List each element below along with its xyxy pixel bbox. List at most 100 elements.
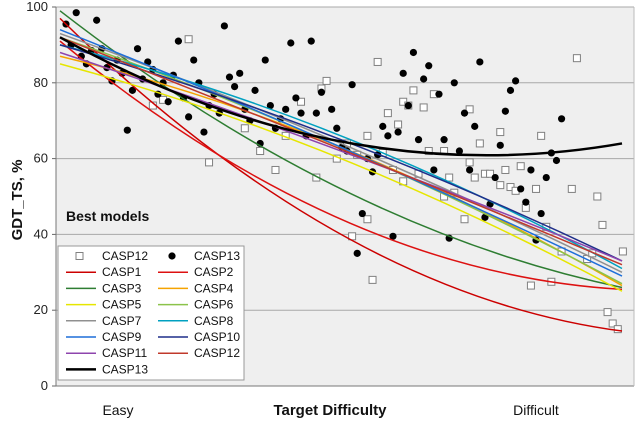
point-casp12 bbox=[475, 139, 484, 148]
point-casp12 bbox=[409, 86, 418, 95]
legend-item-marker-casp13: CASP13 bbox=[168, 249, 240, 263]
legend-label: CASP12 bbox=[194, 346, 240, 360]
legend-item-line-casp10: CASP10 bbox=[158, 330, 240, 344]
point-casp12 bbox=[205, 158, 214, 167]
point-casp13 bbox=[333, 124, 341, 132]
x-category-difficult: Difficult bbox=[513, 402, 559, 418]
point-casp12 bbox=[256, 147, 265, 156]
annotation-best-models: Best models bbox=[66, 208, 149, 224]
legend-label: CASP7 bbox=[102, 314, 142, 328]
point-casp13 bbox=[481, 213, 489, 221]
point-casp13 bbox=[435, 90, 443, 98]
point-casp13 bbox=[496, 141, 504, 149]
point-casp13 bbox=[93, 16, 101, 24]
legend-box bbox=[57, 245, 245, 381]
point-casp12 bbox=[618, 247, 627, 256]
point-casp13 bbox=[471, 122, 479, 130]
point-casp12 bbox=[445, 173, 454, 182]
point-casp12 bbox=[516, 162, 525, 171]
point-casp13 bbox=[466, 166, 474, 174]
point-casp12 bbox=[465, 158, 474, 167]
point-casp13 bbox=[430, 166, 438, 174]
point-casp13 bbox=[414, 136, 423, 144]
legend-label: CASP13 bbox=[102, 362, 148, 376]
point-casp13 bbox=[72, 9, 80, 17]
trend-casp12 bbox=[59, 36, 623, 266]
point-casp13 bbox=[133, 45, 142, 53]
trend-casp9 bbox=[59, 29, 623, 277]
y-tick-label: 20 bbox=[34, 302, 48, 317]
y-tick-label: 100 bbox=[26, 0, 48, 14]
point-casp13 bbox=[460, 109, 469, 117]
y-tick-label: 60 bbox=[34, 151, 48, 166]
point-casp13 bbox=[282, 105, 290, 113]
legend-item-line-casp2: CASP2 bbox=[158, 265, 234, 279]
legend-label: CASP11 bbox=[102, 346, 147, 360]
point-casp13 bbox=[128, 86, 137, 94]
trend-casp1 bbox=[59, 17, 623, 332]
point-casp13 bbox=[389, 232, 397, 240]
legend-swatch bbox=[168, 252, 176, 260]
point-casp12 bbox=[363, 131, 372, 140]
point-casp13 bbox=[425, 62, 433, 70]
point-casp13 bbox=[174, 37, 182, 45]
point-casp12 bbox=[532, 184, 541, 193]
point-casp13 bbox=[292, 94, 300, 102]
legend-label: CASP5 bbox=[102, 298, 142, 312]
point-casp13 bbox=[348, 81, 356, 89]
point-casp12 bbox=[373, 57, 382, 66]
point-casp12 bbox=[322, 76, 331, 85]
legend-item-line-casp7: CASP7 bbox=[66, 314, 142, 328]
point-casp12 bbox=[593, 192, 602, 201]
point-casp13 bbox=[399, 69, 407, 77]
point-casp12 bbox=[598, 220, 607, 229]
trend-casp7 bbox=[59, 32, 623, 273]
trend-curves bbox=[59, 10, 623, 332]
point-casp12 bbox=[184, 35, 193, 44]
legend-item-line-casp4: CASP4 bbox=[158, 281, 234, 295]
point-casp13 bbox=[537, 209, 545, 218]
point-casp13 bbox=[517, 185, 525, 193]
point-casp13 bbox=[220, 22, 228, 30]
point-casp13 bbox=[409, 48, 418, 57]
point-casp13 bbox=[511, 77, 520, 85]
y-axis-title: GDT_TS, % bbox=[9, 160, 26, 241]
point-casp12 bbox=[465, 105, 474, 114]
legend-label: CASP4 bbox=[194, 281, 234, 295]
point-casp12 bbox=[567, 184, 576, 193]
point-casp12 bbox=[526, 281, 535, 290]
point-casp13 bbox=[353, 249, 361, 257]
point-casp13 bbox=[225, 73, 234, 81]
point-casp13 bbox=[266, 101, 274, 110]
x-axis-title: Target Difficulty bbox=[273, 402, 387, 419]
point-casp13 bbox=[440, 136, 448, 144]
point-casp13 bbox=[231, 82, 239, 91]
point-casp12 bbox=[603, 308, 612, 317]
point-casp13 bbox=[328, 105, 336, 113]
y-tick-label: 80 bbox=[34, 75, 48, 90]
point-casp13 bbox=[542, 173, 550, 182]
point-casp12 bbox=[394, 120, 403, 129]
legend-label: CASP8 bbox=[194, 314, 234, 328]
point-casp13 bbox=[190, 56, 198, 64]
point-casp13 bbox=[77, 52, 85, 60]
point-casp13 bbox=[450, 79, 458, 87]
point-casp12 bbox=[496, 181, 505, 190]
legend: CASP12 CASP13 CASP1 CASP2 CASP3 CASP4 CASP5 CAS… bbox=[57, 245, 245, 381]
trend-casp11 bbox=[59, 51, 623, 262]
point-casp13 bbox=[404, 101, 412, 110]
point-casp13 bbox=[261, 56, 269, 64]
point-casp13 bbox=[420, 75, 428, 83]
legend-label: CASP10 bbox=[194, 330, 240, 344]
point-casp13 bbox=[287, 39, 295, 47]
legend-item-marker-casp12: CASP12 bbox=[75, 249, 148, 263]
point-casp13 bbox=[476, 58, 484, 66]
point-casp12 bbox=[572, 54, 581, 63]
legend-label: CASP9 bbox=[102, 330, 142, 344]
point-casp12 bbox=[501, 165, 510, 174]
point-casp13 bbox=[501, 107, 509, 115]
legend-item-line-casp1: CASP1 bbox=[66, 265, 142, 279]
point-casp13 bbox=[297, 109, 305, 117]
